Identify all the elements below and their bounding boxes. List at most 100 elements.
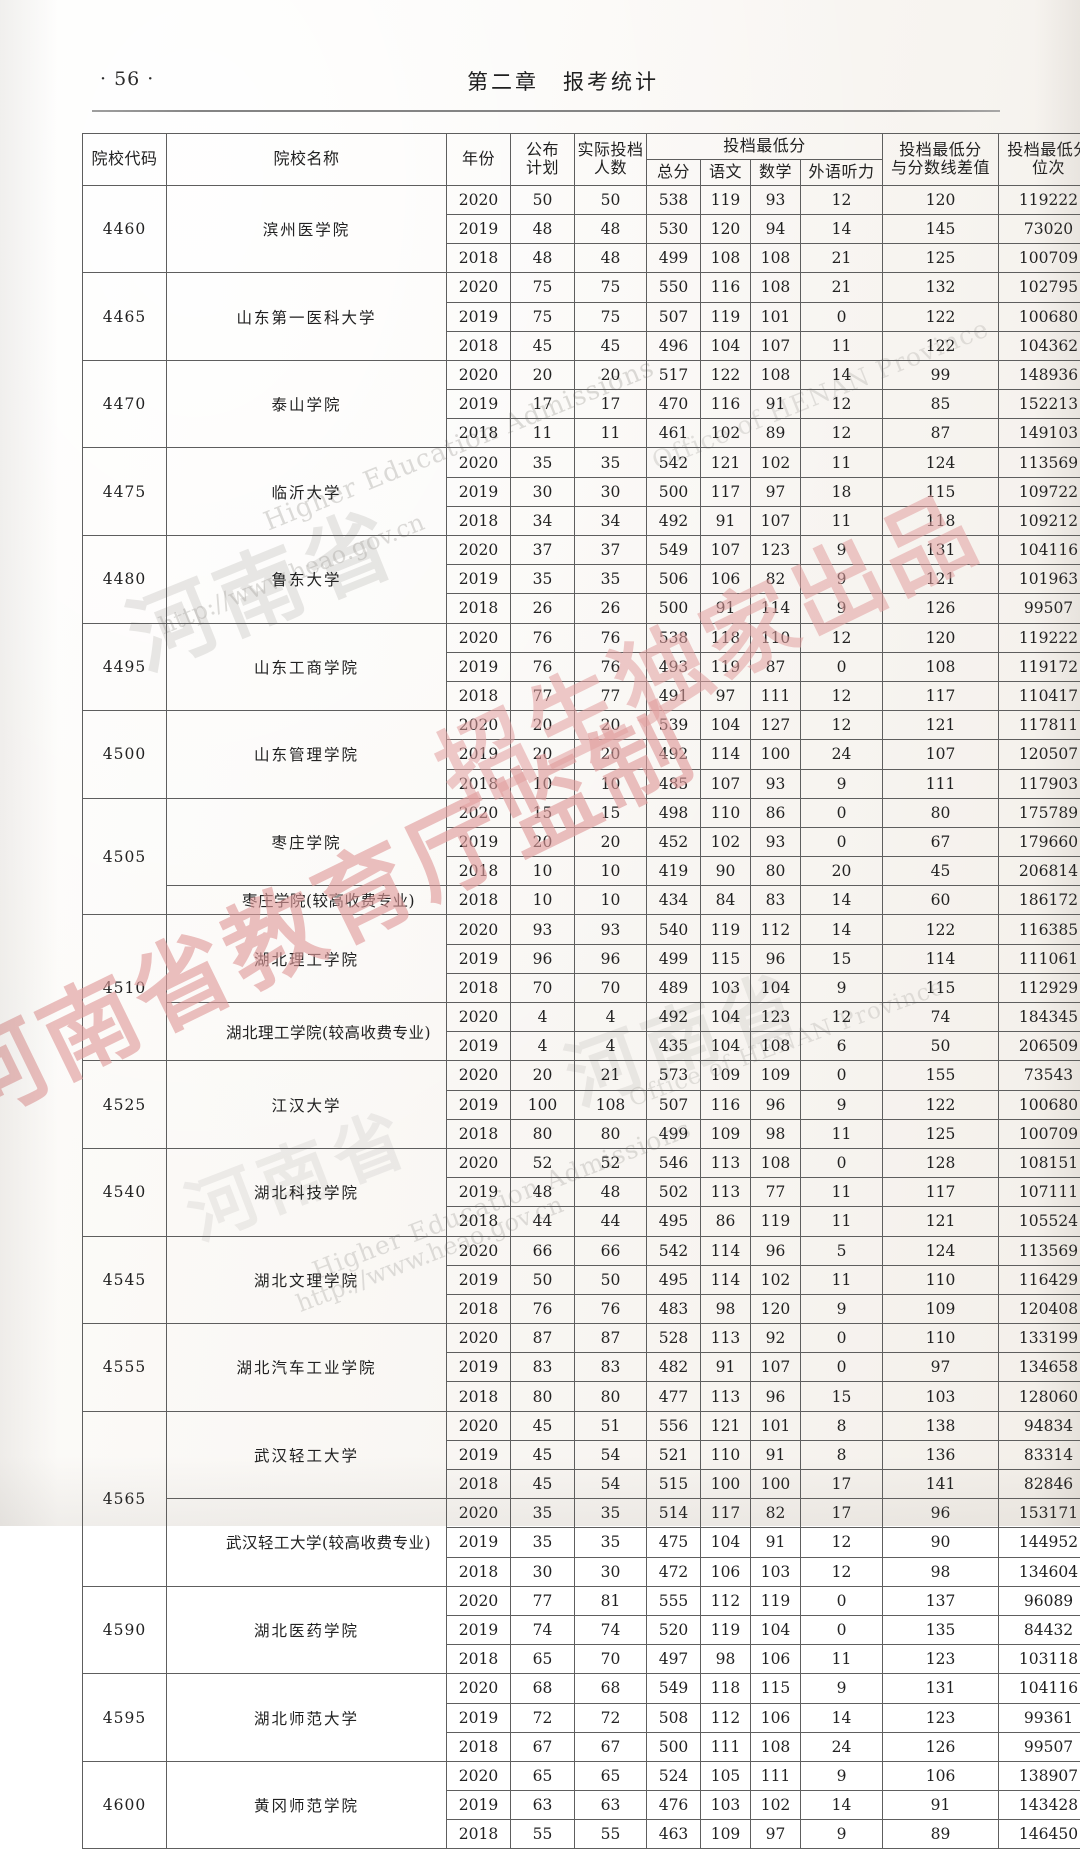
cell-chinese: 114 <box>701 1265 751 1294</box>
cell-chinese: 109 <box>701 1820 751 1849</box>
cell-rank: 100680 <box>999 302 1080 331</box>
cell-listening: 0 <box>801 1061 883 1090</box>
cell-math: 91 <box>751 390 801 419</box>
cell-rank: 143428 <box>999 1791 1080 1820</box>
cell-total-score: 528 <box>647 1324 701 1353</box>
table-header: 院校代码 院校名称 年份 公布 计划 实际投档 人数 投档最低分 投档最低分 与… <box>83 134 1080 186</box>
cell-chinese: 119 <box>701 185 751 214</box>
cell-year: 2019 <box>447 477 511 506</box>
cell-math: 112 <box>751 915 801 944</box>
cell-listening: 0 <box>801 1324 883 1353</box>
cell-total-score: 497 <box>647 1645 701 1674</box>
cell-math: 102 <box>751 448 801 477</box>
cell-diff: 80 <box>883 798 999 827</box>
cell-math: 96 <box>751 1090 801 1119</box>
cell-total-score: 492 <box>647 740 701 769</box>
cell-year: 2019 <box>447 1440 511 1469</box>
cell-total-score: 556 <box>647 1411 701 1440</box>
cell-actual: 20 <box>575 827 647 856</box>
cell-actual: 83 <box>575 1353 647 1382</box>
cell-actual: 30 <box>575 1557 647 1586</box>
cell-year: 2018 <box>447 857 511 886</box>
cell-diff: 111 <box>883 769 999 798</box>
cell-plan: 15 <box>511 798 575 827</box>
cell-chinese: 103 <box>701 973 751 1002</box>
cell-plan: 45 <box>511 1440 575 1469</box>
cell-year: 2020 <box>447 1586 511 1615</box>
cell-school-name: 武汉轻工大学 <box>167 1411 447 1499</box>
cell-total-score: 491 <box>647 681 701 710</box>
cell-chinese: 118 <box>701 1674 751 1703</box>
cell-listening: 12 <box>801 681 883 710</box>
cell-plan: 76 <box>511 1294 575 1323</box>
cell-plan: 11 <box>511 419 575 448</box>
cell-rank: 184345 <box>999 1003 1080 1032</box>
cell-actual: 66 <box>575 1236 647 1265</box>
cell-chinese: 121 <box>701 1411 751 1440</box>
cell-chinese: 116 <box>701 273 751 302</box>
cell-plan: 67 <box>511 1732 575 1761</box>
cell-rank: 148936 <box>999 360 1080 389</box>
cell-total-score: 495 <box>647 1265 701 1294</box>
cell-listening: 14 <box>801 360 883 389</box>
cell-math: 101 <box>751 1411 801 1440</box>
cell-total-score: 549 <box>647 536 701 565</box>
cell-plan: 44 <box>511 1207 575 1236</box>
header-rule <box>92 110 1000 112</box>
cell-diff: 97 <box>883 1353 999 1382</box>
cell-listening: 12 <box>801 623 883 652</box>
cell-rank: 119172 <box>999 652 1080 681</box>
cell-rank: 73020 <box>999 214 1080 243</box>
cell-diff: 126 <box>883 594 999 623</box>
cell-actual: 10 <box>575 886 647 915</box>
cell-actual: 80 <box>575 1119 647 1148</box>
cell-diff: 50 <box>883 1032 999 1061</box>
cell-year: 2018 <box>447 1470 511 1499</box>
cell-plan: 20 <box>511 711 575 740</box>
cell-total-score: 540 <box>647 915 701 944</box>
cell-plan: 17 <box>511 390 575 419</box>
cell-diff: 137 <box>883 1586 999 1615</box>
cell-actual: 35 <box>575 565 647 594</box>
cell-math: 101 <box>751 302 801 331</box>
cell-plan: 77 <box>511 1586 575 1615</box>
cell-math: 111 <box>751 1761 801 1790</box>
cell-listening: 9 <box>801 565 883 594</box>
cell-year: 2020 <box>447 1061 511 1090</box>
cell-diff: 124 <box>883 448 999 477</box>
cell-listening: 0 <box>801 827 883 856</box>
cell-math: 108 <box>751 360 801 389</box>
cell-plan: 26 <box>511 594 575 623</box>
cell-listening: 9 <box>801 1820 883 1849</box>
cell-math: 108 <box>751 273 801 302</box>
cell-year: 2020 <box>447 185 511 214</box>
cell-year: 2020 <box>447 1674 511 1703</box>
cell-rank: 134658 <box>999 1353 1080 1382</box>
cell-actual: 15 <box>575 798 647 827</box>
cell-diff: 132 <box>883 273 999 302</box>
cell-math: 107 <box>751 331 801 360</box>
cell-total-score: 498 <box>647 798 701 827</box>
cell-year: 2019 <box>447 565 511 594</box>
cell-total-score: 492 <box>647 506 701 535</box>
cell-plan: 50 <box>511 185 575 214</box>
cell-total-score: 477 <box>647 1382 701 1411</box>
cell-chinese: 90 <box>701 857 751 886</box>
cell-listening: 15 <box>801 1382 883 1411</box>
cell-chinese: 84 <box>701 886 751 915</box>
cell-school-code: 4460 <box>83 185 167 273</box>
cell-plan: 4 <box>511 1032 575 1061</box>
cell-rank: 83314 <box>999 1440 1080 1469</box>
cell-chinese: 113 <box>701 1382 751 1411</box>
cell-total-score: 514 <box>647 1499 701 1528</box>
cell-rank: 96089 <box>999 1586 1080 1615</box>
cell-total-score: 546 <box>647 1148 701 1177</box>
cell-math: 100 <box>751 1470 801 1499</box>
cell-school-name: 枣庄学院 <box>167 798 447 886</box>
cell-plan: 63 <box>511 1791 575 1820</box>
cell-rank: 113569 <box>999 448 1080 477</box>
